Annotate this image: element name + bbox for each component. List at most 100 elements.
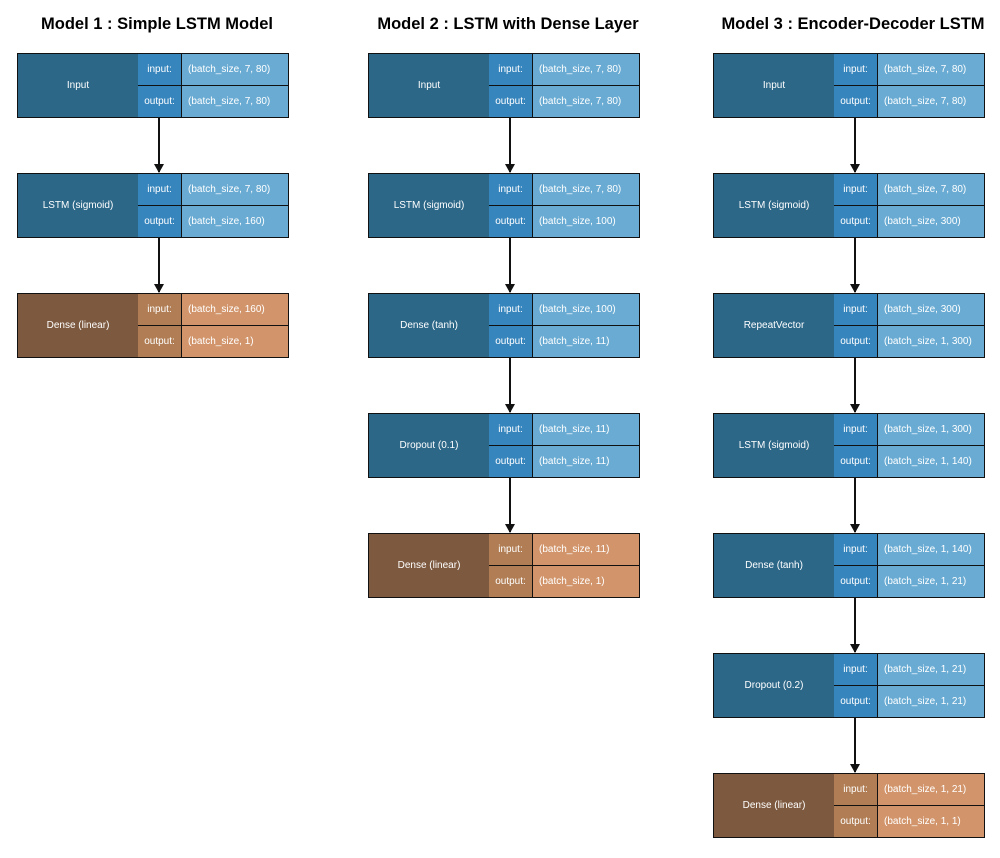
output-shape: (batch_size, 100) <box>533 206 639 237</box>
input-shape: (batch_size, 11) <box>533 534 639 566</box>
connector-arrow <box>850 238 860 293</box>
output-label: output: <box>138 206 182 237</box>
output-label: output: <box>834 326 878 357</box>
model-3-column: Model 3 : Encoder-Decoder LSTM Input input… <box>713 0 993 858</box>
output-label: output: <box>834 686 878 717</box>
layer-box: LSTM (sigmoid) input: (batch_size, 7, 80) o… <box>17 173 289 238</box>
output-shape: (batch_size, 1) <box>182 326 288 357</box>
input-shape: (batch_size, 160) <box>182 294 288 326</box>
output-shape: (batch_size, 1) <box>533 566 639 597</box>
layer-box: LSTM (sigmoid) input: (batch_size, 1, 300)… <box>713 413 985 478</box>
output-shape: (batch_size, 1, 140) <box>878 446 984 477</box>
layer-name: Dense (linear) <box>369 534 490 597</box>
layer-name: Dropout (0.1) <box>369 414 490 477</box>
input-label: input: <box>834 294 878 326</box>
input-shape: (batch_size, 11) <box>533 414 639 446</box>
layer-name: LSTM (sigmoid) <box>18 174 139 237</box>
output-label: output: <box>489 446 533 477</box>
output-label: output: <box>834 86 878 117</box>
layer-name: Dense (tanh) <box>369 294 490 357</box>
connector-arrow <box>850 358 860 413</box>
output-label: output: <box>489 86 533 117</box>
layer-name: Input <box>714 54 835 117</box>
layer-box: Dense (linear) input: (batch_size, 1, 21) o… <box>713 773 985 838</box>
input-label: input: <box>834 54 878 86</box>
output-shape: (batch_size, 1, 21) <box>878 686 984 717</box>
input-shape: (batch_size, 1, 21) <box>878 774 984 806</box>
layer-box: Input input: (batch_size, 7, 80) output: (ba… <box>17 53 289 118</box>
output-shape: (batch_size, 7, 80) <box>878 86 984 117</box>
connector-arrow <box>850 118 860 173</box>
layer-box: Dropout (0.2) input: (batch_size, 1, 21) ou… <box>713 653 985 718</box>
layer-name: Dense (linear) <box>714 774 835 837</box>
input-shape: (batch_size, 1, 300) <box>878 414 984 446</box>
layer-box: LSTM (sigmoid) input: (batch_size, 7, 80) o… <box>368 173 640 238</box>
connector-arrow <box>154 118 164 173</box>
input-shape: (batch_size, 1, 21) <box>878 654 984 686</box>
layer-box: Input input: (batch_size, 7, 80) output: (ba… <box>713 53 985 118</box>
model-title: Model 1 : Simple LSTM Model <box>41 15 273 33</box>
output-shape: (batch_size, 1, 300) <box>878 326 984 357</box>
input-label: input: <box>489 534 533 566</box>
model-1-column: Model 1 : Simple LSTM Model Input input: (b… <box>17 0 297 858</box>
layer-box: RepeatVector input: (batch_size, 300) outpu… <box>713 293 985 358</box>
input-shape: (batch_size, 7, 80) <box>182 174 288 206</box>
output-shape: (batch_size, 1, 21) <box>878 566 984 597</box>
input-shape: (batch_size, 7, 80) <box>878 174 984 206</box>
input-shape: (batch_size, 100) <box>533 294 639 326</box>
input-shape: (batch_size, 7, 80) <box>533 54 639 86</box>
input-label: input: <box>489 294 533 326</box>
output-shape: (batch_size, 7, 80) <box>182 86 288 117</box>
layer-name: LSTM (sigmoid) <box>714 414 835 477</box>
input-shape: (batch_size, 7, 80) <box>533 174 639 206</box>
connector-arrow <box>505 358 515 413</box>
layer-box: Dropout (0.1) input: (batch_size, 11) outpu… <box>368 413 640 478</box>
input-shape: (batch_size, 7, 80) <box>182 54 288 86</box>
model-2-column: Model 2 : LSTM with Dense Layer Input inpu… <box>368 0 648 858</box>
layer-box: Dense (tanh) input: (batch_size, 100) outpu… <box>368 293 640 358</box>
layer-box: Dense (tanh) input: (batch_size, 1, 140) ou… <box>713 533 985 598</box>
input-label: input: <box>489 54 533 86</box>
connector-arrow <box>850 718 860 773</box>
input-shape: (batch_size, 300) <box>878 294 984 326</box>
output-label: output: <box>138 86 182 117</box>
input-label: input: <box>138 294 182 326</box>
layer-box: Dense (linear) input: (batch_size, 160) out… <box>17 293 289 358</box>
input-label: input: <box>834 414 878 446</box>
output-label: output: <box>834 446 878 477</box>
output-label: output: <box>834 566 878 597</box>
model-title: Model 2 : LSTM with Dense Layer <box>377 15 639 33</box>
input-label: input: <box>489 414 533 446</box>
connector-arrow <box>850 598 860 653</box>
connector-arrow <box>505 118 515 173</box>
output-label: output: <box>138 326 182 357</box>
input-label: input: <box>834 654 878 686</box>
model-title: Model 3 : Encoder-Decoder LSTM <box>721 15 985 33</box>
layer-name: LSTM (sigmoid) <box>369 174 490 237</box>
output-label: output: <box>489 566 533 597</box>
output-shape: (batch_size, 11) <box>533 326 639 357</box>
layer-box: LSTM (sigmoid) input: (batch_size, 7, 80) o… <box>713 173 985 238</box>
input-label: input: <box>834 774 878 806</box>
output-label: output: <box>834 206 878 237</box>
input-label: input: <box>489 174 533 206</box>
layer-name: Dense (tanh) <box>714 534 835 597</box>
connector-arrow <box>505 238 515 293</box>
layer-name: Input <box>369 54 490 117</box>
output-label: output: <box>834 806 878 837</box>
connector-arrow <box>505 478 515 533</box>
output-shape: (batch_size, 300) <box>878 206 984 237</box>
input-label: input: <box>834 534 878 566</box>
output-shape: (batch_size, 160) <box>182 206 288 237</box>
layer-box: Dense (linear) input: (batch_size, 11) outp… <box>368 533 640 598</box>
input-shape: (batch_size, 7, 80) <box>878 54 984 86</box>
layer-name: Dense (linear) <box>18 294 139 357</box>
output-label: output: <box>489 326 533 357</box>
layer-name: Dropout (0.2) <box>714 654 835 717</box>
input-label: input: <box>834 174 878 206</box>
output-label: output: <box>489 206 533 237</box>
output-shape: (batch_size, 1, 1) <box>878 806 984 837</box>
input-label: input: <box>138 174 182 206</box>
layer-name: Input <box>18 54 139 117</box>
connector-arrow <box>850 478 860 533</box>
